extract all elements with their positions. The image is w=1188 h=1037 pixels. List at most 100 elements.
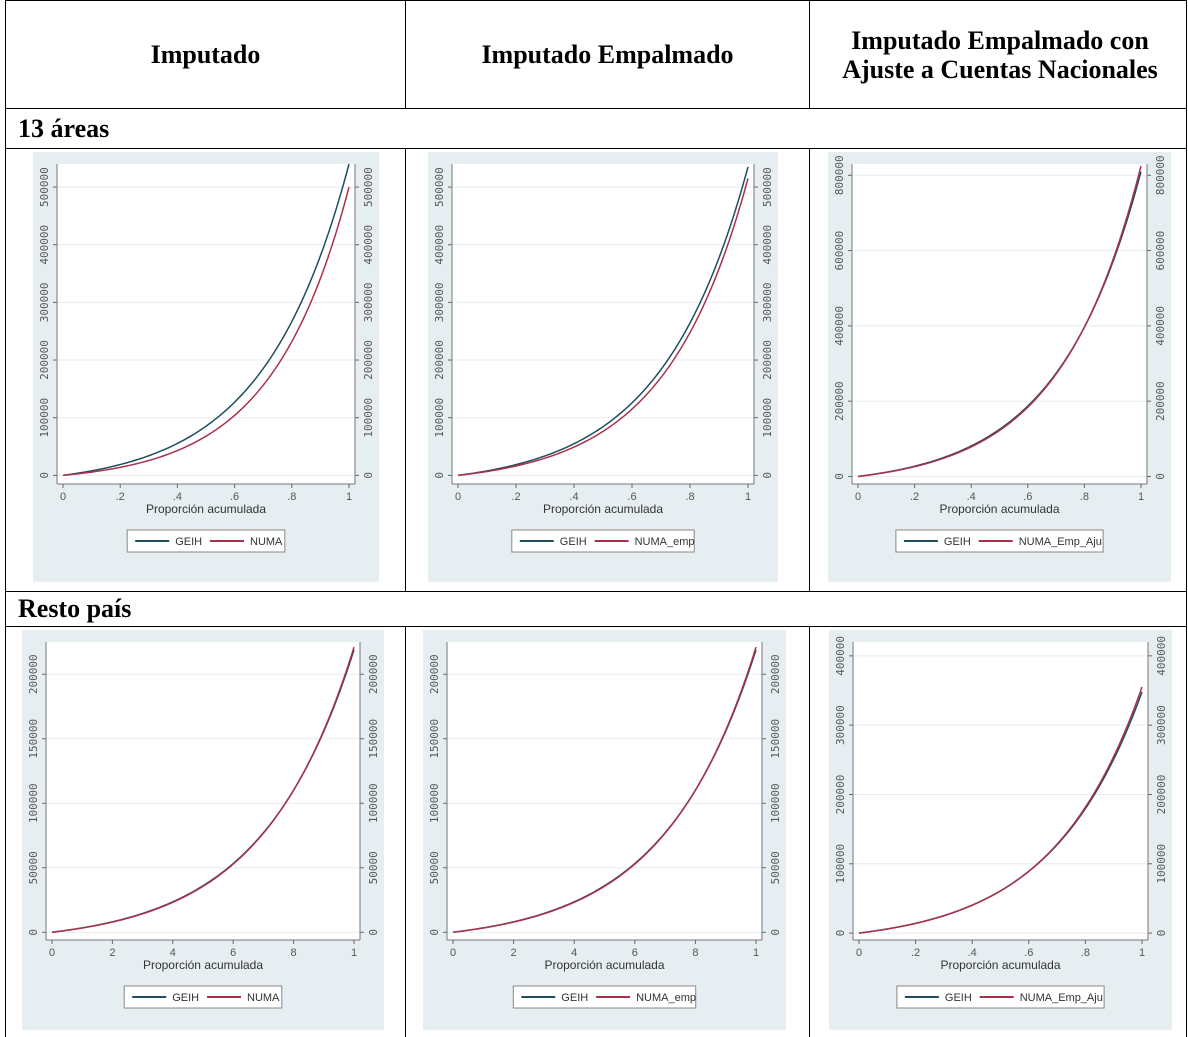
y-tick-label-right: 200000	[761, 340, 774, 380]
y-tick-label-left: 500000	[38, 167, 51, 207]
y-tick-label-left: 400000	[834, 636, 847, 676]
chart-svg: 0 0 100000 100000 200000 200000 300000 300000 40…	[33, 152, 379, 582]
y-tick-label-left: 600000	[833, 231, 846, 271]
legend-label: NUMA_Emp_Aju	[1019, 536, 1102, 548]
y-tick-label-left: 200000	[834, 775, 847, 815]
plot-area	[57, 164, 355, 484]
x-tick-label: .2	[511, 491, 520, 503]
x-tick-label: .6	[627, 491, 636, 503]
y-tick-label-right: 150000	[367, 719, 380, 759]
x-tick-label: 6	[230, 947, 236, 959]
y-tick-label-right: 300000	[761, 283, 774, 323]
y-tick-label-left: 0	[27, 929, 40, 936]
plot-area	[46, 642, 360, 940]
y-tick-label-left: 0	[433, 472, 446, 479]
y-tick-label-right: 200000	[1155, 775, 1168, 815]
x-tick-label: .4	[968, 947, 977, 959]
rule-col2	[809, 0, 810, 109]
x-axis-label: Proporción acumulada	[939, 502, 1059, 516]
y-tick-label-right: 200000	[769, 654, 782, 694]
y-tick-label-right: 500000	[761, 167, 774, 207]
y-tick-label-left: 0	[834, 930, 847, 937]
y-tick-label-left: 100000	[433, 398, 446, 438]
series-line	[62, 186, 350, 477]
series-line	[858, 686, 1143, 934]
y-tick-label-right: 100000	[367, 783, 380, 823]
y-tick-label-right: 50000	[367, 851, 380, 884]
y-tick-label-right: 300000	[1155, 705, 1168, 745]
header-imputado: Imputado	[150, 40, 261, 69]
header-imputado-empalmado: Imputado Empalmado	[481, 40, 734, 69]
y-tick-label-right: 400000	[362, 225, 375, 265]
y-tick-label-left: 150000	[428, 719, 441, 759]
y-tick-label-left: 50000	[428, 851, 441, 884]
plot-area	[852, 164, 1147, 484]
y-tick-label-right: 0	[761, 472, 774, 479]
y-tick-label-right: 300000	[362, 283, 375, 323]
x-tick-label: 1	[1139, 947, 1145, 959]
x-tick-label: 0	[450, 947, 456, 959]
y-tick-label-left: 200000	[38, 340, 51, 380]
chart-resto-imputado: 0 0 50000 50000 100000 100000 150000 150000 2000…	[22, 630, 384, 1030]
y-tick-label-left: 200000	[833, 381, 846, 421]
x-tick-label: 1	[1138, 491, 1144, 503]
x-tick-label: 8	[692, 947, 698, 959]
y-tick-label-left: 300000	[834, 705, 847, 745]
x-tick-label: 4	[170, 947, 176, 959]
legend-box	[123, 985, 283, 1009]
rule-section1-bottom	[5, 148, 1186, 149]
section-13-areas: 13 áreas	[18, 114, 110, 143]
series-line	[452, 646, 757, 934]
x-tick-label: .2	[116, 491, 125, 503]
x-tick-label: 1	[745, 491, 751, 503]
y-tick-label-right: 0	[367, 929, 380, 936]
chart-svg: 0 0 100000 100000 200000 200000 300000 300000 40…	[428, 152, 778, 582]
x-axis-label: Proporción acumulada	[146, 502, 266, 516]
x-tick-label: .4	[967, 491, 976, 503]
x-tick-label: 1	[753, 947, 759, 959]
y-tick-label-right: 100000	[362, 398, 375, 438]
legend-label: GEIH	[944, 536, 971, 548]
legend-label: GEIH	[172, 992, 199, 1004]
x-axis-label: Proporción acumulada	[543, 502, 663, 516]
y-tick-label-left: 100000	[38, 398, 51, 438]
x-tick-label: .2	[910, 491, 919, 503]
legend-label: GEIH	[560, 536, 587, 548]
legend-label: NUMA	[250, 536, 283, 548]
y-tick-label-right: 100000	[1155, 844, 1168, 884]
x-tick-label: 1	[346, 491, 352, 503]
y-tick-label-left: 300000	[433, 283, 446, 323]
y-tick-label-left: 200000	[27, 654, 40, 694]
y-tick-label-right: 400000	[1154, 306, 1167, 346]
chart-13-areas-ajuste: 0 0 200000 200000 400000 400000 600000 600000 80…	[828, 152, 1171, 582]
chart-13-areas-empalmado: 0 0 100000 100000 200000 200000 300000 300000 40…	[428, 152, 778, 582]
chart-svg: 0 0 50000 50000 100000 100000 150000 150000 2000…	[22, 630, 384, 1030]
x-tick-label: .6	[1024, 947, 1033, 959]
series-line	[51, 646, 355, 934]
y-tick-label-right: 0	[1155, 930, 1168, 937]
y-tick-label-left: 0	[428, 929, 441, 936]
series-line	[457, 166, 749, 477]
y-tick-label-left: 500000	[433, 167, 446, 207]
rule-col1-row2	[405, 626, 406, 1037]
rule-top	[5, 0, 1186, 1]
y-tick-label-left: 150000	[27, 719, 40, 759]
rule-section2-bottom	[5, 626, 1186, 627]
y-tick-label-left: 200000	[433, 340, 446, 380]
rule-col2-row2	[809, 626, 810, 1037]
x-tick-label: .2	[911, 947, 920, 959]
plot-area	[447, 642, 762, 940]
y-tick-label-right: 50000	[769, 851, 782, 884]
series-line	[457, 178, 749, 477]
legend-label: NUMA_emp	[635, 536, 695, 548]
x-tick-label: 6	[632, 947, 638, 959]
y-tick-label-left: 50000	[27, 851, 40, 884]
series-line	[857, 165, 1142, 478]
x-tick-label: 2	[511, 947, 517, 959]
y-tick-label-right: 0	[769, 929, 782, 936]
y-tick-label-right: 200000	[1154, 381, 1167, 421]
rule-left	[5, 0, 6, 1037]
y-tick-label-right: 400000	[1155, 636, 1168, 676]
rule-col2-row1	[809, 148, 810, 592]
x-tick-label: .4	[569, 491, 578, 503]
